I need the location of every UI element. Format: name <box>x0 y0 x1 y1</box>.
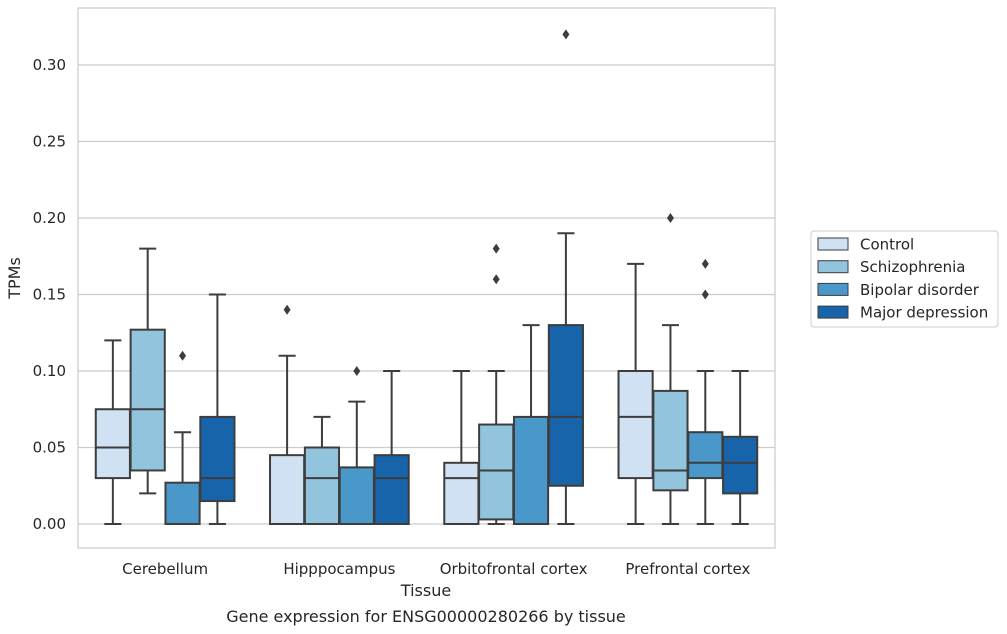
box-schizophrenia <box>652 213 689 525</box>
box-body <box>478 423 515 521</box>
box-bipolar-disorder <box>687 258 724 525</box>
box-body <box>373 454 410 525</box>
box-major-depression <box>199 293 236 525</box>
box-bipolar-disorder <box>164 350 201 526</box>
box-body <box>722 435 759 495</box>
box-body <box>547 324 584 487</box>
box-bipolar-disorder <box>338 366 375 526</box>
box-series <box>94 29 759 526</box>
box-body <box>129 328 166 472</box>
box-body <box>687 431 724 480</box>
box-major-depression <box>373 370 410 525</box>
y-tick-label: 0.05 <box>33 439 66 457</box>
legend-label: Schizophrenia <box>860 258 965 276</box>
x-tick-label: Hipppocampus <box>283 560 395 578</box>
outlier-point <box>492 274 500 285</box>
box-body <box>512 415 550 525</box>
box-control <box>269 304 306 525</box>
x-tick-label: Prefrontal cortex <box>625 560 750 578</box>
outlier-point <box>492 243 500 254</box>
box-control <box>443 370 480 525</box>
legend-swatch <box>817 282 849 296</box>
box-body <box>443 461 480 525</box>
legend-swatch <box>817 260 849 274</box>
legend-items: Control Schizophrenia Bipolar disorder Majo… <box>817 236 988 322</box>
legend: Control Schizophrenia Bipolar disorder Majo… <box>810 230 999 328</box>
gridlines <box>78 64 775 525</box>
y-tick-label: 0.15 <box>33 286 66 304</box>
box-body <box>303 446 341 525</box>
box-major-depression <box>547 29 584 525</box>
legend-frame <box>810 230 999 328</box>
y-tick-label: 0.20 <box>33 209 66 227</box>
outlier-point <box>283 304 291 315</box>
y-tick-label: 0.30 <box>33 56 66 74</box>
outlier-point <box>701 289 709 300</box>
legend-label: Control <box>860 236 914 254</box>
box-schizophrenia <box>478 243 515 525</box>
x-axis-ticks: Cerebellum Hipppocampus Orbitofrontal cort… <box>122 560 750 578</box>
legend-label: Bipolar disorder <box>860 281 980 299</box>
outlier-point <box>353 366 361 376</box>
outlier-point <box>562 29 570 40</box>
box-body <box>617 370 654 480</box>
box-body <box>94 408 131 480</box>
chart-caption: Gene expression for ENSG00000280266 by t… <box>226 607 626 626</box>
box-body <box>338 466 375 526</box>
legend-label: Major depression <box>860 304 988 322</box>
y-axis-title: TPMs <box>5 257 24 300</box>
box-body <box>269 454 306 525</box>
box-bipolar-disorder <box>512 324 550 525</box>
x-tick-label: Orbitofrontal cortex <box>440 560 588 578</box>
box-control <box>94 339 131 525</box>
x-axis-title: Tissue <box>400 581 451 600</box>
y-tick-label: 0.10 <box>33 362 66 380</box>
box-body <box>199 415 236 503</box>
plot-area-frame <box>77 7 776 549</box>
legend-swatch <box>817 305 849 319</box>
y-tick-label: 0.25 <box>33 133 66 151</box>
x-tick-label: Cerebellum <box>122 560 208 578</box>
box-schizophrenia <box>303 415 341 525</box>
legend-swatch <box>817 237 849 251</box>
box-major-depression <box>722 370 759 525</box>
box-body <box>164 481 201 526</box>
outlier-point <box>701 258 709 269</box>
box-schizophrenia <box>129 247 166 495</box>
outlier-point <box>179 350 187 361</box>
box-control <box>617 262 654 525</box>
y-tick-label: 0.00 <box>33 515 66 533</box>
box-body <box>652 389 689 492</box>
y-axis-ticks: 0.00 0.05 0.10 0.15 0.20 0.25 0.30 <box>33 56 66 533</box>
outlier-point <box>666 213 674 223</box>
